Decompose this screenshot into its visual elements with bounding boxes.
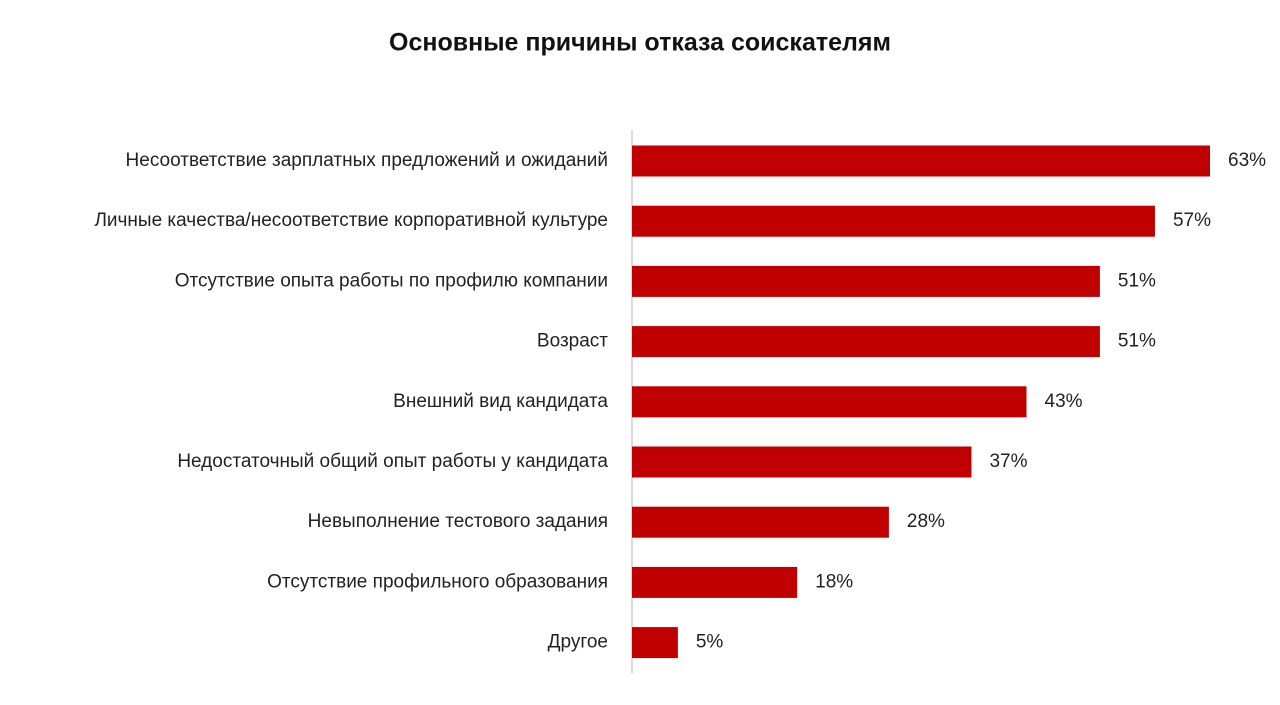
value-label: 57% <box>1173 210 1211 231</box>
bar <box>632 506 889 538</box>
bar <box>632 386 1027 418</box>
bar <box>632 566 798 598</box>
value-label: 37% <box>989 451 1027 472</box>
value-label: 28% <box>907 511 945 532</box>
category-label: Другое <box>548 632 608 653</box>
bar <box>632 326 1100 358</box>
category-label: Личные качества/несоответствие корпорати… <box>94 210 608 231</box>
value-label: 63% <box>1228 150 1266 171</box>
value-label: 51% <box>1118 331 1156 352</box>
category-label: Несоответствие зарплатных предложений и … <box>126 150 608 171</box>
category-label: Отсутствие профильного образования <box>267 571 608 592</box>
value-label: 18% <box>815 571 853 592</box>
category-label: Возраст <box>537 331 608 352</box>
chart-title: Основные причины отказа соискателям <box>389 29 891 57</box>
bar <box>632 265 1100 297</box>
category-label: Отсутствие опыта работы по профилю компа… <box>175 270 608 291</box>
bar <box>632 627 678 659</box>
value-label: 43% <box>1045 391 1083 412</box>
category-label: Невыполнение тестового задания <box>308 511 608 532</box>
bar <box>632 145 1210 177</box>
bar <box>632 205 1155 237</box>
value-label: 5% <box>696 632 724 653</box>
category-label: Недостаточный общий опыт работы у кандид… <box>177 451 608 472</box>
bar <box>632 446 972 478</box>
category-label: Внешний вид кандидата <box>393 391 608 412</box>
value-label: 51% <box>1118 270 1156 291</box>
